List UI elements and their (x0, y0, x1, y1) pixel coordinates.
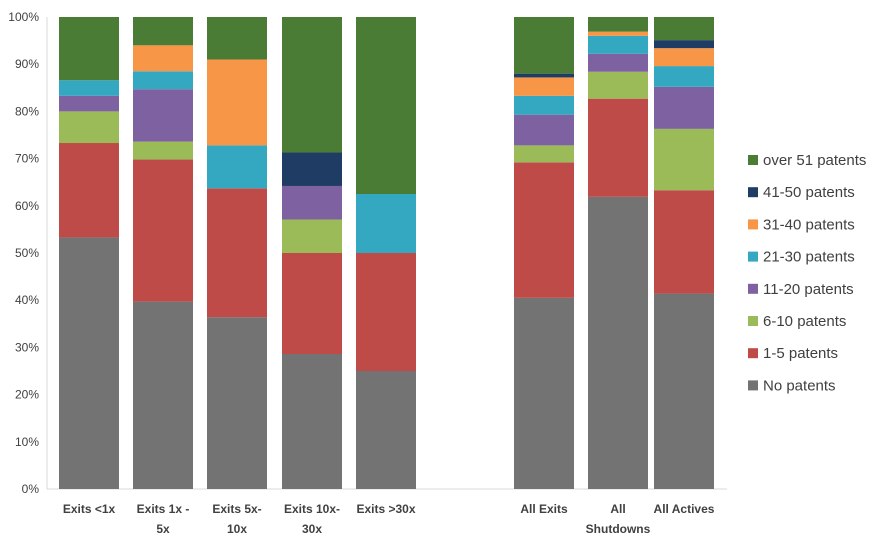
y-tick-label: 70% (15, 152, 39, 166)
legend-swatch (748, 380, 758, 391)
bar-segment-over-51-patents-cat-4 (356, 17, 416, 194)
bar-segment-21-30-patents-cat-2 (207, 145, 267, 189)
bar-segment-1-5-patents-cat-3 (282, 253, 342, 355)
bar-segment-11-20-patents-cat-6 (514, 114, 574, 146)
bars-layer (59, 17, 714, 489)
legend-swatch (748, 283, 758, 294)
bar-segment-no-patents-cat-6 (514, 297, 574, 489)
bar-segment-no-patents-cat-8 (654, 293, 714, 489)
bar-segment-1-5-patents-cat-8 (654, 190, 714, 294)
legend-swatch (748, 348, 758, 359)
x-category-label: Exits 5x-10x (212, 502, 261, 536)
bar-segment-no-patents-cat-0 (59, 237, 119, 489)
legend-label: 41-50 patents (763, 184, 855, 201)
bar-segment-41-50-patents-cat-6 (514, 73, 574, 78)
bar-segment-1-5-patents-cat-0 (59, 143, 119, 238)
bar-segment-6-10-patents-cat-1 (133, 141, 193, 160)
bar-segment-over-51-patents-cat-3 (282, 17, 342, 153)
y-tick-label: 80% (15, 104, 39, 118)
legend-swatch (748, 251, 758, 262)
bar-segment-41-50-patents-cat-8 (654, 40, 714, 49)
x-category-label: All Actives (654, 502, 715, 516)
bar-segment-over-51-patents-cat-2 (207, 17, 267, 60)
y-tick-label: 50% (15, 246, 39, 260)
bar-segment-1-5-patents-cat-1 (133, 159, 193, 302)
bar-segment-31-40-patents-cat-7 (588, 31, 648, 36)
y-tick-labels: 0% 10% 20% 30% 40% 50% 60% 70% 80% 90% 100% (8, 10, 39, 496)
legend: over 51 patents 41-50 patents 31-40 patent… (748, 152, 866, 394)
legend-label: 11-20 patents (763, 281, 854, 298)
bar-segment-41-50-patents-cat-3 (282, 152, 342, 186)
x-category-label: Exits >30x (356, 502, 415, 516)
bar-segment-11-20-patents-cat-3 (282, 185, 342, 220)
legend-label: 1-5 patents (763, 345, 838, 362)
x-category-label: All Exits (520, 502, 568, 516)
bar-segment-1-5-patents-cat-2 (207, 188, 267, 318)
legend-label: 31-40 patents (763, 216, 855, 233)
legend-label: No patents (763, 377, 836, 394)
bar-segment-31-40-patents-cat-6 (514, 77, 574, 96)
bar-segment-over-51-patents-cat-7 (588, 17, 648, 32)
bar-segment-21-30-patents-cat-6 (514, 95, 574, 115)
bar-segment-over-51-patents-cat-8 (654, 17, 714, 41)
y-tick-label: 0% (22, 482, 40, 496)
y-tick-label: 100% (8, 10, 39, 24)
legend-label: 21-30 patents (763, 249, 855, 266)
x-category-labels: Exits <1x Exits 1x -5x Exits 5x-10x Exits 1… (63, 502, 715, 536)
bar-segment-over-51-patents-cat-1 (133, 17, 193, 46)
bar-segment-6-10-patents-cat-3 (282, 219, 342, 253)
bar-segment-11-20-patents-cat-1 (133, 89, 193, 142)
bar-segment-no-patents-cat-4 (356, 371, 416, 489)
bar-segment-31-40-patents-cat-1 (133, 45, 193, 72)
x-category-label: Exits 10x-30x (284, 502, 340, 536)
y-tick-label: 60% (15, 199, 39, 213)
bar-segment-21-30-patents-cat-7 (588, 35, 648, 54)
bar-segment-1-5-patents-cat-6 (514, 162, 574, 298)
bar-segment-31-40-patents-cat-8 (654, 48, 714, 67)
bar-segment-6-10-patents-cat-6 (514, 145, 574, 163)
bar-segment-1-5-patents-cat-4 (356, 253, 416, 371)
bar-segment-6-10-patents-cat-0 (59, 111, 119, 144)
bar-segment-21-30-patents-cat-1 (133, 71, 193, 90)
y-tick-label: 90% (15, 57, 39, 71)
x-category-label: Exits <1x (63, 502, 116, 516)
bar-segment-no-patents-cat-3 (282, 354, 342, 489)
x-category-label: Exits 1x -5x (137, 502, 190, 536)
legend-swatch (748, 316, 758, 326)
bar-segment-no-patents-cat-1 (133, 301, 193, 489)
y-tick-label: 20% (15, 388, 39, 402)
legend-label: over 51 patents (763, 152, 866, 169)
bar-segment-11-20-patents-cat-0 (59, 95, 119, 112)
bar-segment-over-51-patents-cat-6 (514, 17, 574, 74)
bar-segment-over-51-patents-cat-0 (59, 17, 119, 81)
legend-swatch (748, 187, 758, 198)
bar-segment-11-20-patents-cat-8 (654, 86, 714, 129)
legend-label: 6-10 patents (763, 313, 846, 330)
bar-segment-21-30-patents-cat-0 (59, 80, 119, 96)
x-category-label: All Shutdowns (586, 502, 651, 536)
bar-segment-no-patents-cat-7 (588, 196, 648, 489)
bar-segment-6-10-patents-cat-7 (588, 71, 648, 99)
y-tick-label: 30% (15, 340, 39, 354)
bar-segment-no-patents-cat-2 (207, 317, 267, 489)
bar-segment-21-30-patents-cat-4 (356, 194, 416, 253)
y-tick-label: 40% (15, 293, 39, 307)
legend-swatch (748, 219, 758, 230)
bar-segment-1-5-patents-cat-7 (588, 98, 648, 197)
bar-segment-21-30-patents-cat-8 (654, 66, 714, 87)
bar-segment-31-40-patents-cat-2 (207, 59, 267, 146)
legend-swatch (748, 155, 758, 165)
bar-segment-6-10-patents-cat-8 (654, 128, 714, 191)
bar-segment-11-20-patents-cat-7 (588, 53, 648, 72)
y-tick-label: 10% (15, 435, 39, 449)
